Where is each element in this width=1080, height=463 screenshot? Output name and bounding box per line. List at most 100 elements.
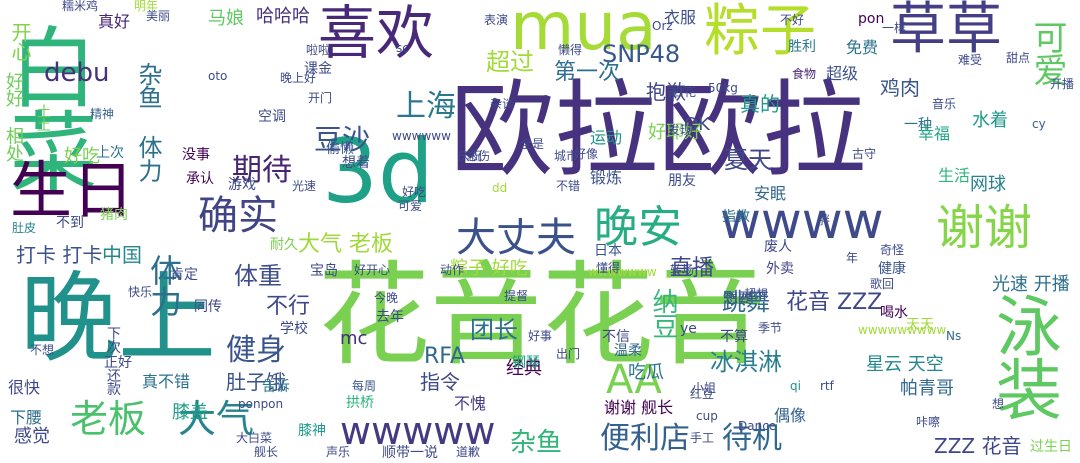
cloud-word: 去年: [376, 309, 404, 325]
cloud-word: 小姐: [692, 381, 717, 395]
cloud-word: 歌回: [870, 277, 895, 291]
cloud-word: 晚安: [594, 202, 682, 253]
cloud-word: 粽子: [704, 0, 816, 64]
cloud-word: 日本: [594, 243, 622, 259]
cloud-word: 星云 天空: [866, 354, 944, 375]
cloud-word: 过生日: [1030, 439, 1072, 455]
cloud-word: 声乐: [326, 445, 351, 459]
cloud-word: 第一次: [554, 60, 621, 85]
cloud-word: 超想: [744, 287, 769, 301]
cloud-word: 衣服: [664, 8, 697, 27]
cloud-word: 免费: [846, 38, 879, 57]
cloud-word: 美丽: [146, 9, 171, 23]
cloud-word: 肯定: [170, 267, 198, 283]
cloud-word: 确实: [198, 193, 278, 239]
cloud-word: 马娘: [208, 8, 244, 29]
cloud-word: 告诉: [262, 379, 290, 395]
cloud-word: ye: [680, 321, 697, 337]
cloud-word: 生日: [10, 154, 135, 227]
cloud-word: 喜欢: [318, 0, 435, 67]
cloud-word: 谢谢 舰长: [604, 398, 674, 417]
cloud-word: 不错: [556, 179, 581, 193]
cloud-word: 可爱: [398, 199, 423, 213]
cloud-word: 想着: [342, 155, 370, 171]
cloud-word: 奇怪: [880, 243, 905, 257]
cloud-word: 转场: [670, 263, 695, 277]
cloud-word: 团长: [470, 316, 518, 344]
cloud-word: 膝盖: [172, 402, 208, 423]
cloud-word: 季节: [758, 321, 783, 335]
cloud-word: 经典: [506, 358, 542, 379]
cloud-word: 大丈夫: [456, 215, 576, 261]
cloud-word: 指教: [722, 209, 750, 225]
cloud-word: 光速 开播: [992, 274, 1070, 295]
cloud-word: 舰长: [254, 445, 279, 459]
cloud-word: 每周: [352, 379, 377, 393]
cloud-word: 夏天: [724, 146, 772, 174]
cloud-word: 水着: [972, 110, 1008, 131]
cloud-word: 好事: [528, 329, 553, 343]
cloud-word: 外卖: [766, 261, 794, 277]
cloud-word: 好吃: [64, 146, 100, 167]
cloud-word: 直播: [670, 256, 715, 281]
cloud-word: 白菜: [0, 22, 98, 191]
cloud-word: 跳舞: [722, 288, 770, 316]
cloud-word: oto: [208, 69, 228, 83]
cloud-word: qi: [790, 379, 801, 393]
cloud-word: 不愧: [454, 394, 487, 413]
cloud-word: 游戏: [228, 177, 256, 193]
cloud-word: 光速: [292, 179, 317, 193]
cloud-word: 懒得: [558, 43, 583, 57]
cloud-word: 偶像: [774, 406, 807, 425]
cloud-word: 咔嚓: [916, 415, 941, 429]
cloud-word: 真不错: [142, 372, 191, 391]
cloud-word: cy: [1032, 117, 1046, 131]
cloud-word: 肚皮: [12, 221, 37, 235]
cloud-word: 同传: [194, 299, 222, 315]
cloud-word: 猪肉: [100, 207, 128, 223]
cloud-word: 上海: [396, 89, 456, 124]
cloud-word: 开心: [8, 22, 32, 61]
cloud-word: 糯米鸡: [62, 0, 99, 13]
cloud-word: OK: [684, 114, 710, 135]
cloud-word: 学校: [280, 321, 308, 337]
cloud-word: 超过: [486, 48, 534, 76]
cloud-word: 下腰: [10, 408, 43, 427]
cloud-word: 偷懒: [326, 141, 354, 157]
cloud-word: 开播: [1050, 77, 1075, 91]
cloud-word: 50kg: [708, 81, 738, 95]
cloud-word: 网球: [970, 174, 1006, 195]
cloud-word: 便利店: [600, 421, 690, 456]
cloud-word: 纳豆: [648, 288, 678, 338]
cloud-word: debu: [44, 58, 110, 88]
cloud-word: 下次 还款: [105, 326, 121, 396]
cloud-word: wwwwww: [392, 129, 451, 143]
cloud-word: 生活: [938, 166, 971, 185]
cloud-word: 不想: [30, 343, 55, 357]
cloud-word: ZZZ 花音: [934, 434, 1022, 458]
cloud-word: 出门: [556, 347, 581, 361]
cloud-word: 想要: [724, 291, 752, 307]
cloud-word: 快乐: [128, 285, 153, 299]
cloud-word: mua: [510, 0, 657, 65]
cloud-word: 表演: [484, 13, 509, 27]
cloud-word: 晚上好: [280, 71, 317, 85]
cloud-word: 杂鱼 体力: [134, 62, 162, 182]
cloud-word: 不信: [602, 329, 630, 345]
cloud-word: 帕青哥: [900, 378, 954, 399]
cloud-word: 一样: [882, 21, 907, 35]
cloud-word: 不算: [720, 329, 748, 345]
cloud-word: 不行: [266, 294, 311, 319]
cloud-word: 朋友: [668, 173, 696, 189]
cloud-word: 冰淇淋: [710, 348, 782, 376]
cloud-word: 啦啦: [306, 43, 331, 57]
cloud-word: 喝水: [880, 305, 908, 321]
cloud-word: 正好: [104, 355, 132, 371]
cloud-word: 花音花音: [318, 251, 766, 381]
cloud-word: 年: [846, 251, 859, 265]
cloud-word: 好耶好: [648, 122, 702, 143]
cloud-word: 中国: [102, 243, 142, 267]
cloud-word: 谢谢: [936, 200, 1033, 256]
cloud-word: 宝岛: [310, 263, 338, 279]
